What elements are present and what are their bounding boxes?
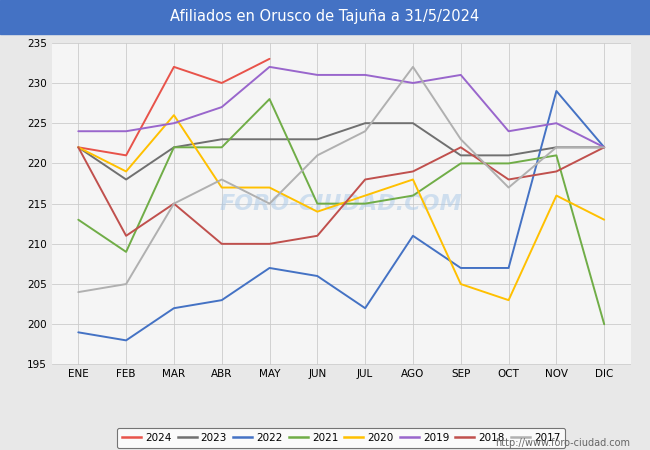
Legend: 2024, 2023, 2022, 2021, 2020, 2019, 2018, 2017: 2024, 2023, 2022, 2021, 2020, 2019, 2018… — [117, 428, 566, 448]
Text: FORO-CIUDAD.COM: FORO-CIUDAD.COM — [220, 194, 463, 214]
Text: http://www.foro-ciudad.com: http://www.foro-ciudad.com — [495, 438, 630, 448]
Text: Afiliados en Orusco de Tajuña a 31/5/2024: Afiliados en Orusco de Tajuña a 31/5/202… — [170, 9, 480, 24]
